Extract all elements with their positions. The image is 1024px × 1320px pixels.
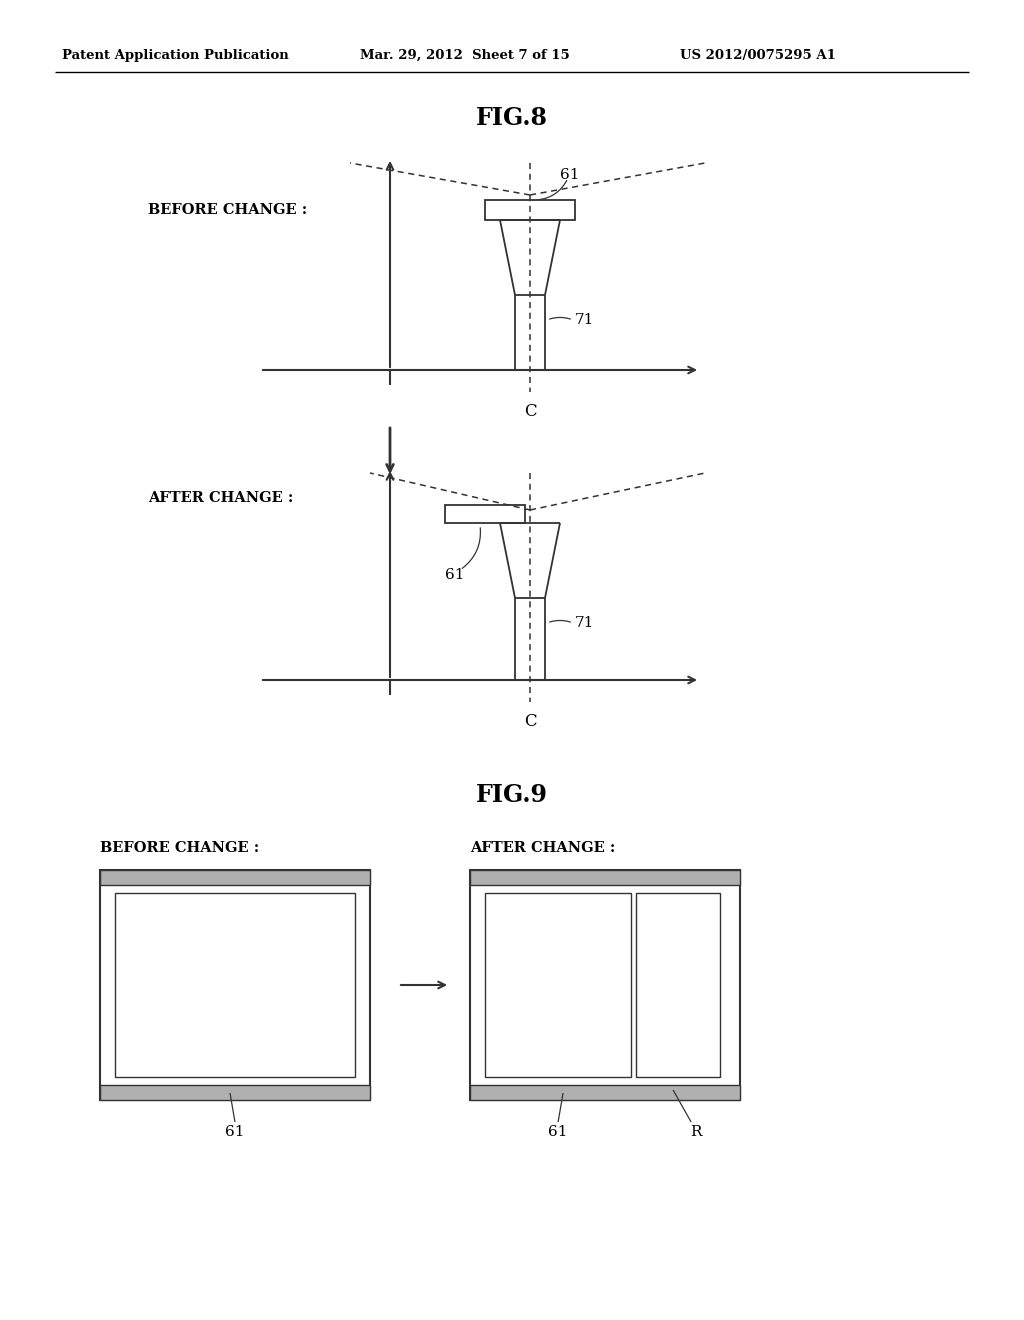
Bar bbox=[100, 870, 370, 1100]
Text: C: C bbox=[523, 404, 537, 421]
Text: US 2012/0075295 A1: US 2012/0075295 A1 bbox=[680, 49, 836, 62]
Text: FIG.8: FIG.8 bbox=[476, 106, 548, 129]
Text: FIG.9: FIG.9 bbox=[476, 783, 548, 807]
Text: R: R bbox=[690, 1125, 701, 1139]
Text: 71: 71 bbox=[575, 616, 594, 630]
Text: BEFORE CHANGE :: BEFORE CHANGE : bbox=[148, 203, 307, 216]
Bar bbox=[445, 506, 525, 523]
Bar bbox=[100, 870, 370, 884]
Text: Patent Application Publication: Patent Application Publication bbox=[62, 49, 289, 62]
Text: 61: 61 bbox=[225, 1125, 245, 1139]
Bar bbox=[485, 894, 631, 1077]
Text: 61: 61 bbox=[548, 1125, 568, 1139]
Text: AFTER CHANGE :: AFTER CHANGE : bbox=[148, 491, 293, 506]
Text: Mar. 29, 2012  Sheet 7 of 15: Mar. 29, 2012 Sheet 7 of 15 bbox=[360, 49, 569, 62]
Text: AFTER CHANGE :: AFTER CHANGE : bbox=[470, 841, 615, 855]
Text: 61: 61 bbox=[560, 168, 580, 182]
Bar bbox=[470, 870, 740, 1100]
Bar bbox=[485, 201, 575, 220]
Bar bbox=[470, 870, 740, 884]
Text: BEFORE CHANGE :: BEFORE CHANGE : bbox=[100, 841, 259, 855]
Bar bbox=[100, 1085, 370, 1100]
Bar bbox=[115, 894, 355, 1077]
Text: 61: 61 bbox=[445, 568, 465, 582]
Text: 71: 71 bbox=[575, 313, 594, 327]
Bar bbox=[636, 894, 720, 1077]
Text: C: C bbox=[523, 714, 537, 730]
Bar bbox=[470, 1085, 740, 1100]
